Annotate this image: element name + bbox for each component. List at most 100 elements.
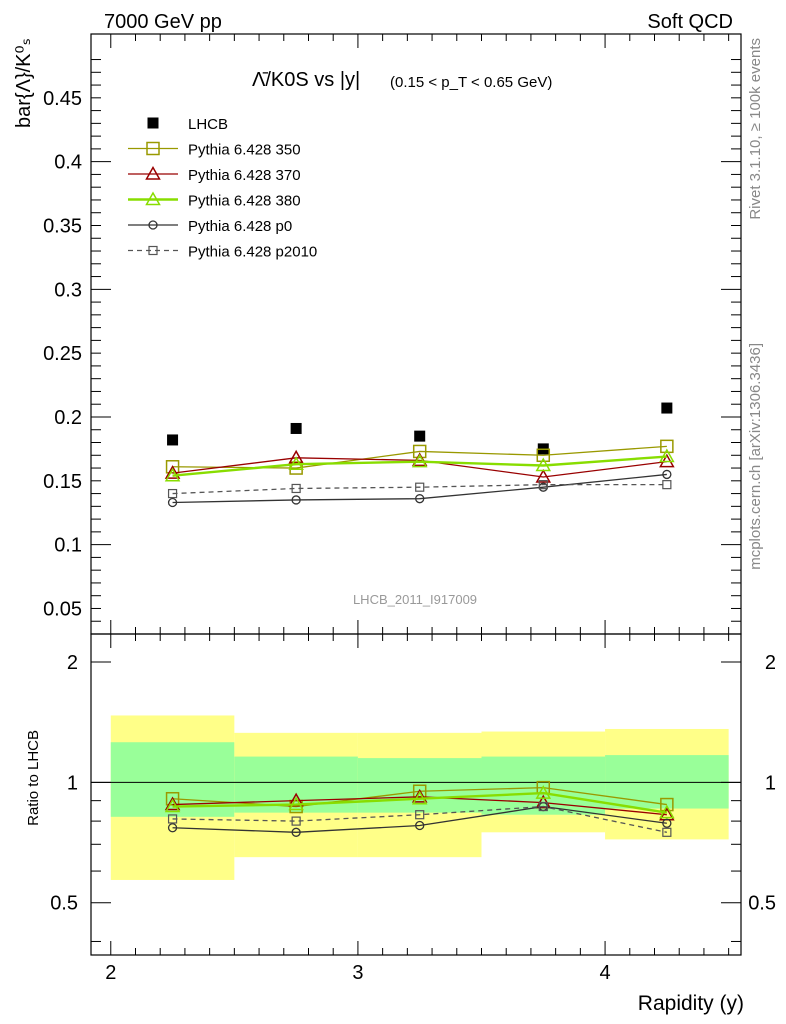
legend-marker-pythia-6-428-380 xyxy=(145,191,161,206)
ratio-y-tick-label: 0.5 xyxy=(50,893,78,915)
data-point-pythia-6-428-380-0 xyxy=(164,467,181,482)
series-line-pythia-6-428-p0 xyxy=(172,473,667,504)
legend-marker-pythia-6-428-p0 xyxy=(148,220,158,230)
ratio-line-pythia-6-428-p2010 xyxy=(172,805,667,833)
x-tick-label: 3 xyxy=(352,962,363,984)
ratio-uncertainty-bands xyxy=(91,715,741,880)
ratio-point-pythia-6-428-380-4 xyxy=(659,804,675,819)
data-point-pythia-6-428-380-4 xyxy=(659,448,675,463)
analysis-watermark: LHCB_2011_I917009 xyxy=(353,592,477,607)
main-series-marks xyxy=(164,402,675,508)
data-point-pythia-6-428-p2010-3 xyxy=(538,480,548,490)
legend-marker-pythia-6-428-370 xyxy=(145,165,161,180)
legend-label-pythia-6-428-350: Pythia 6.428 350 xyxy=(188,142,301,159)
y-tick-label-main: 0.3 xyxy=(54,279,82,301)
series-line-pythia-6-428-370 xyxy=(172,457,667,478)
data-point-pythia-6-428-380-1 xyxy=(288,456,304,470)
legend: LHCB Pythia 6.428 350 Pythia 6.428 370 Pyth… xyxy=(128,116,317,261)
x-axis-label: Rapidity (y) xyxy=(638,992,744,1015)
data-point-pythia-6-428-380-2 xyxy=(411,453,428,468)
ratio-y-tick-label-right: 2 xyxy=(765,652,776,674)
ratio-line-pythia-6-428-p0 xyxy=(172,805,667,833)
ratio-point-pythia-6-428-p2010-1 xyxy=(291,816,301,826)
legend-label-pythia-6-428-p2010: Pythia 6.428 p2010 xyxy=(188,244,317,261)
data-point-lhcb-4 xyxy=(661,402,673,414)
data-point-pythia-6-428-p2010-0 xyxy=(167,488,178,499)
legend-label-pythia-6-428-p0: Pythia 6.428 p0 xyxy=(188,218,292,235)
ratio-panel-frame xyxy=(90,633,742,956)
data-point-pythia-6-428-p2010-2 xyxy=(415,482,425,492)
ratio-point-pythia-6-428-p0-1 xyxy=(291,827,301,837)
ratio-line-pythia-6-428-380 xyxy=(172,791,668,814)
ratio-point-pythia-6-428-350-4 xyxy=(660,797,674,812)
data-point-lhcb-1 xyxy=(290,422,302,434)
y-tick-label-main: 0.4 xyxy=(54,152,82,174)
ratio-point-pythia-6-428-370-3 xyxy=(535,794,552,809)
ratio-point-pythia-6-428-380-1 xyxy=(288,796,304,811)
axis-ticks xyxy=(91,33,741,955)
ratio-point-pythia-6-428-380-0 xyxy=(164,798,181,813)
ratio-point-pythia-6-428-p2010-4 xyxy=(662,827,672,837)
panel-frames xyxy=(90,33,742,956)
ratio-y-tick-label: 1 xyxy=(67,772,78,794)
y-tick-label-main: 0.35 xyxy=(43,215,82,237)
y-tick-label-main: 0.25 xyxy=(43,343,82,365)
data-point-lhcb-0 xyxy=(167,434,179,446)
ratio-point-pythia-6-428-380-3 xyxy=(535,785,552,799)
legend-marker-pythia-6-428-p2010 xyxy=(148,245,158,256)
series-line-pythia-6-428-380 xyxy=(172,455,667,477)
data-point-pythia-6-428-p0-0 xyxy=(167,497,178,508)
axis-tick-labels: 2 3 4 0.05 0.1 0.15 0.2 0.25 0.3 0.35 0.4 0.45 0.5 0.… xyxy=(43,88,776,984)
legend-label-lhcb: LHCB xyxy=(188,116,228,133)
ratio-line-pythia-6-428-370 xyxy=(172,796,667,816)
ratio-point-pythia-6-428-p2010-0 xyxy=(167,814,178,824)
y-axis-label-main: bar{Λ}/K⁰ₛ xyxy=(13,38,35,128)
y-tick-label-main: 0.15 xyxy=(43,471,82,493)
y-axis-label-ratio: Ratio to LHCB xyxy=(25,730,42,826)
data-point-pythia-6-428-370-3 xyxy=(535,468,552,483)
x-tick-label: 2 xyxy=(105,962,116,984)
ratio-point-pythia-6-428-350-0 xyxy=(165,791,180,806)
ratio-series-marks xyxy=(164,780,675,837)
mcplots-label: mcplots.cern.ch [arXiv:1306.3436] xyxy=(747,343,764,570)
ratio-point-pythia-6-428-p2010-2 xyxy=(415,810,425,820)
data-point-pythia-6-428-p2010-1 xyxy=(291,483,301,494)
data-point-pythia-6-428-p0-4 xyxy=(662,469,672,480)
ratio-y-tick-label-right: 1 xyxy=(765,772,776,794)
y-tick-label-main: 0.1 xyxy=(54,535,82,557)
ratio-point-pythia-6-428-370-2 xyxy=(411,788,428,803)
header-right: Soft QCD xyxy=(647,11,733,33)
ratio-point-pythia-6-428-370-0 xyxy=(164,796,181,811)
data-point-pythia-6-428-350-4 xyxy=(660,439,674,454)
y-tick-label-main: 0.05 xyxy=(43,598,82,620)
data-point-pythia-6-428-380-3 xyxy=(535,457,552,472)
plot-title-range: (0.15 < p_T < 0.65 GeV) xyxy=(390,74,552,91)
data-point-pythia-6-428-350-2 xyxy=(412,444,427,459)
data-point-pythia-6-428-p0-1 xyxy=(291,495,301,505)
plot-title: Λ̄/K0S vs |y| xyxy=(252,69,360,91)
data-point-pythia-6-428-370-0 xyxy=(164,465,181,479)
stat-uncertainty-band-4 xyxy=(605,755,729,809)
y-tick-label-main: 0.45 xyxy=(43,88,82,110)
ratio-point-pythia-6-428-380-2 xyxy=(411,790,428,805)
legend-label-pythia-6-428-380: Pythia 6.428 380 xyxy=(188,193,301,210)
series-line-pythia-6-428-p2010 xyxy=(172,483,667,495)
ratio-y-tick-label: 2 xyxy=(67,652,78,674)
data-point-pythia-6-428-p2010-4 xyxy=(662,480,672,490)
x-tick-label: 4 xyxy=(600,962,611,984)
legend-marker-lhcb xyxy=(147,117,159,129)
data-point-pythia-6-428-370-1 xyxy=(288,449,304,464)
data-point-pythia-6-428-p0-2 xyxy=(415,494,425,504)
y-tick-label-main: 0.2 xyxy=(54,407,82,429)
legend-label-pythia-6-428-370: Pythia 6.428 370 xyxy=(188,167,301,184)
rivet-version-label: Rivet 3.1.10, ≥ 100k events xyxy=(747,38,764,220)
ratio-point-pythia-6-428-p0-4 xyxy=(662,818,672,828)
ratio-point-pythia-6-428-p2010-3 xyxy=(538,801,548,812)
header-left: 7000 GeV pp xyxy=(104,11,222,33)
ratio-y-tick-label-right: 0.5 xyxy=(748,893,776,915)
legend-marker-pythia-6-428-350 xyxy=(146,141,160,156)
ratio-point-pythia-6-428-p0-2 xyxy=(415,820,425,831)
data-point-pythia-6-428-350-3 xyxy=(536,448,551,463)
data-point-lhcb-2 xyxy=(414,430,426,442)
